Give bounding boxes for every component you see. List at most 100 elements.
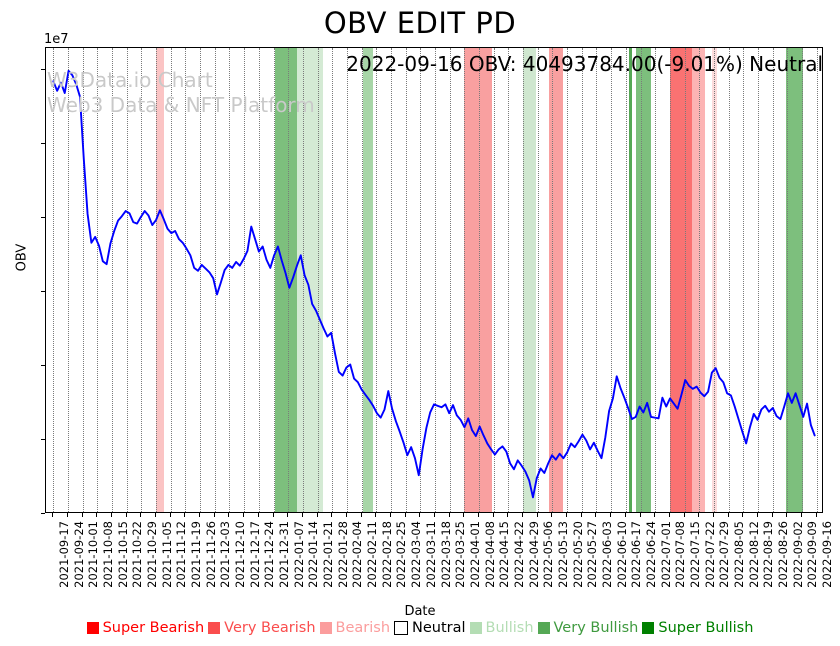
legend-swatch-icon: [469, 622, 482, 634]
x-tick-label: 2021-11-26: [203, 521, 218, 588]
x-tick-label: 2022-01-21: [321, 521, 336, 588]
vertical-gridlines: [46, 48, 822, 512]
gridline: [596, 48, 598, 512]
gridline: [449, 48, 451, 512]
x-tick-mark: [375, 513, 377, 517]
gridline: [317, 48, 319, 512]
x-tick-label: 2022-05-13: [555, 521, 570, 588]
x-tick-label: 2021-10-15: [115, 521, 130, 588]
gridline: [523, 48, 525, 512]
gridline: [302, 48, 304, 512]
legend-item-very-bullish[interactable]: Very Bullish: [537, 620, 638, 636]
plot-area: [45, 47, 823, 513]
x-tick-mark: [536, 513, 538, 517]
signal-band-bullish: [297, 48, 324, 512]
x-tick-mark: [316, 513, 318, 517]
x-tick-label: 2022-05-27: [585, 521, 600, 588]
x-tick-label: 2022-04-29: [526, 521, 541, 588]
x-tick-label: 2022-09-16: [820, 521, 835, 588]
gridline: [200, 48, 202, 512]
x-tick-label: 2022-02-25: [394, 521, 409, 588]
gridline: [185, 48, 187, 512]
x-tick-mark: [786, 513, 788, 517]
x-tick-mark: [800, 513, 802, 517]
obv-line-series: [46, 48, 822, 513]
legend-label: Bullish: [485, 620, 534, 636]
x-tick-label: 2022-01-28: [335, 521, 350, 588]
x-tick-label: 2022-07-08: [673, 521, 688, 588]
x-tick-mark: [566, 513, 568, 517]
x-tick-mark: [404, 513, 406, 517]
legend-label: Very Bearish: [224, 620, 316, 636]
x-tick-label: 2022-02-11: [365, 521, 380, 588]
x-tick-mark: [698, 513, 700, 517]
legend-swatch-icon: [208, 622, 221, 634]
signal-band-bearish: [156, 48, 165, 512]
x-tick-label: 2022-07-01: [658, 521, 673, 588]
x-tick-label: 2021-10-29: [144, 521, 159, 588]
x-tick-mark: [507, 513, 509, 517]
x-tick-mark: [815, 513, 817, 517]
x-tick-label: 2022-07-22: [702, 521, 717, 588]
x-tick-label: 2022-04-01: [467, 521, 482, 588]
x-tick-mark: [389, 513, 391, 517]
x-tick-mark: [683, 513, 685, 517]
signal-band-bearish: [464, 48, 493, 512]
y-tick-mark: [41, 513, 45, 514]
x-tick-label: 2022-08-19: [761, 521, 776, 588]
x-tick-label: 2021-09-17: [56, 521, 71, 588]
x-tick-label: 2021-09-24: [71, 521, 86, 588]
x-tick-label: 2021-10-01: [86, 521, 101, 588]
legend-label: Super Bearish: [102, 620, 205, 636]
gridline: [772, 48, 774, 512]
legend: Super Bearish Very Bearish Bearish Neutral B…: [0, 620, 840, 636]
legend-item-bullish[interactable]: Bullish: [469, 620, 534, 636]
x-tick-mark: [360, 513, 362, 517]
gridline: [390, 48, 392, 512]
legend-swatch-icon: [394, 621, 409, 635]
legend-label: Bearish: [335, 620, 391, 636]
y-axis-label: OBV: [14, 243, 30, 272]
x-tick-label: 2022-02-04: [350, 521, 365, 588]
gridline: [625, 48, 627, 512]
x-tick-label: 2021-10-08: [100, 521, 115, 588]
signal-band-very-bearish: [669, 48, 692, 512]
x-tick-label: 2021-12-17: [247, 521, 262, 588]
x-tick-label: 2022-04-22: [511, 521, 526, 588]
x-tick-label: 2022-06-17: [629, 521, 644, 588]
x-tick-mark: [551, 513, 553, 517]
legend-label: Neutral: [412, 620, 466, 636]
legend-item-very-bearish[interactable]: Very Bearish: [208, 620, 316, 636]
y-tick-mark: [41, 143, 45, 145]
x-tick-label: 2021-12-03: [218, 521, 233, 588]
legend-item-super-bearish[interactable]: Super Bearish: [86, 620, 205, 636]
obv-line: [53, 71, 814, 497]
legend-item-super-bullish[interactable]: Super Bullish: [642, 620, 753, 636]
x-tick-label: 2021-10-22: [130, 521, 145, 588]
gridline: [229, 48, 231, 512]
x-tick-mark: [463, 513, 465, 517]
x-tick-label: 2022-08-12: [746, 521, 761, 588]
x-tick-label: 2021-11-12: [174, 521, 189, 588]
gridline: [53, 48, 55, 512]
x-tick-label: 2021-11-05: [159, 521, 174, 588]
legend-item-bearish[interactable]: Bearish: [319, 620, 391, 636]
x-tick-mark: [727, 513, 729, 517]
x-tick-label: 2022-03-04: [409, 521, 424, 588]
gridline: [332, 48, 334, 512]
x-tick-label: 2022-08-26: [776, 521, 791, 588]
gridline: [655, 48, 657, 512]
gridline: [288, 48, 290, 512]
x-tick-label: 2021-11-19: [188, 521, 203, 588]
x-tick-mark: [624, 513, 626, 517]
x-tick-mark: [52, 513, 54, 517]
legend-swatch-icon: [537, 622, 550, 634]
x-tick-mark: [125, 513, 127, 517]
x-tick-mark: [169, 513, 171, 517]
x-tick-mark: [595, 513, 597, 517]
signal-band-bearish: [691, 48, 706, 512]
legend-item-neutral[interactable]: Neutral: [394, 620, 466, 636]
chart-subtitle: 2022-09-16 OBV: 40493784.00(-9.01%) Neut…: [346, 52, 823, 76]
gridline: [611, 48, 613, 512]
x-tick-label: 2022-09-02: [790, 521, 805, 588]
